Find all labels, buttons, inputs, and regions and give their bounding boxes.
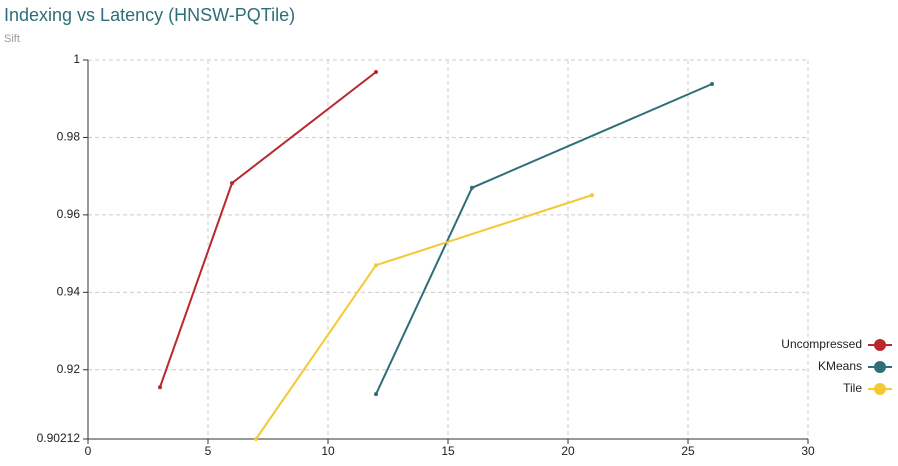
legend-label: Tile bbox=[843, 381, 862, 395]
legend-marker bbox=[874, 361, 886, 373]
y-tick-label: 0.94 bbox=[57, 284, 81, 298]
series-line bbox=[255, 194, 593, 440]
data-point bbox=[710, 82, 714, 87]
chart-title: Indexing vs Latency (HNSW-PQTile) bbox=[4, 5, 295, 25]
x-tick-label: 5 bbox=[205, 444, 212, 458]
y-tick-label: 0.98 bbox=[57, 130, 81, 144]
chart-subtitle: Sift bbox=[4, 33, 20, 45]
data-point bbox=[374, 263, 378, 268]
data-point bbox=[254, 437, 258, 441]
x-tick-label: 25 bbox=[681, 444, 695, 458]
x-tick-label: 30 bbox=[801, 444, 815, 458]
legend-marker bbox=[874, 383, 886, 395]
legend-marker bbox=[874, 339, 886, 351]
y-tick-label: 0.90212 bbox=[37, 431, 81, 445]
legend-label: KMeans bbox=[818, 359, 862, 373]
series-line bbox=[375, 83, 713, 395]
y-tick-label: 0.96 bbox=[57, 207, 81, 221]
data-point bbox=[374, 392, 378, 397]
series-line bbox=[159, 71, 377, 388]
data-point bbox=[230, 181, 234, 186]
x-tick-label: 10 bbox=[321, 444, 335, 458]
x-tick-label: 15 bbox=[441, 444, 455, 458]
x-tick-label: 20 bbox=[561, 444, 575, 458]
y-tick-label: 0.92 bbox=[57, 362, 81, 376]
legend-label: Uncompressed bbox=[781, 337, 862, 351]
data-point bbox=[158, 385, 162, 390]
x-tick-label: 0 bbox=[85, 444, 92, 458]
y-tick-label: 1 bbox=[73, 52, 80, 66]
data-point bbox=[590, 193, 594, 198]
data-point bbox=[470, 185, 474, 190]
data-point bbox=[374, 70, 378, 75]
